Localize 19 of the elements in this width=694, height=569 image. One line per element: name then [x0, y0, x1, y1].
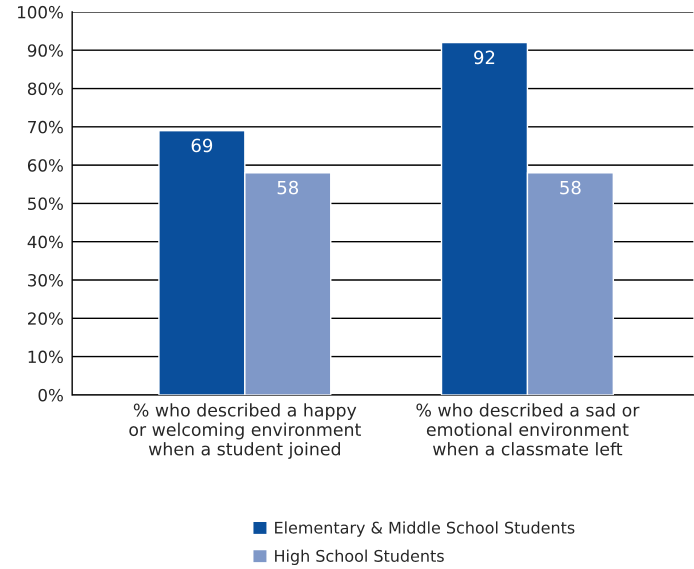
data-label: 58 [278, 180, 298, 194]
y-tick-label: 10% [28, 350, 63, 364]
data-label: 69 [192, 138, 212, 152]
legend-label: Elementary & Middle School Students [275, 521, 574, 537]
y-tick-label: 60% [28, 159, 63, 172]
y-tick-label: 0% [38, 388, 63, 402]
y-tick-label: 80% [28, 82, 63, 96]
y-tick-label: 70% [28, 120, 63, 134]
x-tick-label: % who described a happy or welcoming environment when a student joined [129, 403, 361, 459]
x-tick-label: % who described a sad or emotional environment when a classmate left [416, 403, 640, 456]
y-tick-label: 40% [28, 236, 63, 248]
y-tick-label: 20% [28, 312, 63, 325]
legend-label: High School Students [275, 550, 444, 566]
y-tick-label: 50% [28, 197, 63, 210]
y-tick-label: 100% [18, 6, 63, 19]
y-tick-label: 90% [28, 44, 63, 57]
data-label: 58 [560, 180, 581, 194]
data-label: 92 [474, 50, 494, 64]
y-tick-label: 30% [28, 274, 63, 287]
